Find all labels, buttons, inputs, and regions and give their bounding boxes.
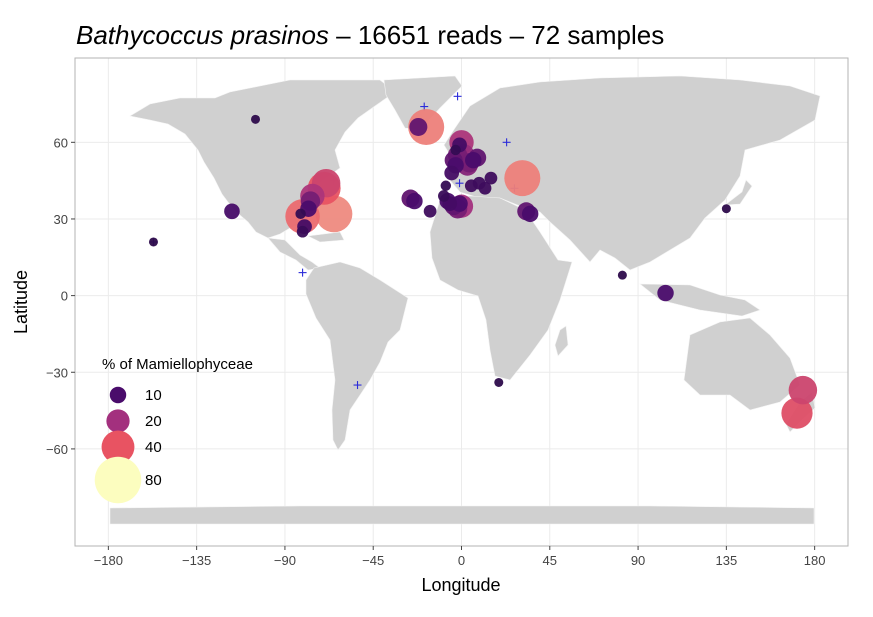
legend: % of Mamiellophyceae 10 20 40 80 [94,356,253,504]
absent-marker [502,138,511,147]
y-axis-title: Latitude [11,270,31,334]
land-south-america [305,261,409,451]
legend-key [101,430,135,464]
legend-items: 10 20 40 80 [94,386,162,504]
absent-marker [453,92,462,101]
world-map [109,75,821,525]
data-point [250,114,261,124]
x-tick-label: −135 [182,553,211,568]
y-tick-label: 60 [54,135,68,150]
data-point [657,284,674,302]
chart-title-species: Bathycoccus prasinos [76,20,329,50]
legend-label: 40 [145,439,162,456]
land-antarctica [109,505,815,525]
data-point [148,237,158,247]
land-madagascar [554,325,569,357]
data-point [296,225,309,238]
data-point [409,117,428,136]
legend-key [94,456,142,504]
x-tick-label: −45 [362,553,384,568]
x-tick-label: 90 [631,553,645,568]
data-point [494,377,504,387]
x-tick-label: −90 [274,553,296,568]
data-point [224,203,240,220]
x-axis-title: Longitude [421,575,500,595]
data-point [423,204,437,218]
data-point [406,192,423,210]
data-point [440,180,452,191]
data-point [617,270,627,280]
data-point [781,397,813,429]
legend-label: 20 [145,413,162,430]
land-cuba [306,231,345,243]
x-axis-ticks: −180 −135 −90 −45 0 45 90 135 180 [94,546,826,568]
data-points [148,108,818,429]
data-point [521,205,539,223]
data-point [721,204,731,214]
x-tick-label: 45 [543,553,557,568]
absent-marker [353,381,362,390]
chart-title-rest: – 16651 reads – 72 samples [329,20,664,50]
data-point [444,165,460,181]
data-point [504,160,541,197]
x-tick-label: 0 [458,553,465,568]
legend-key [106,409,130,433]
x-tick-label: −180 [94,553,123,568]
legend-label: 10 [145,387,162,404]
data-point [484,171,498,185]
data-point [450,144,461,156]
legend-label: 80 [145,472,162,489]
x-tick-label: 135 [716,553,738,568]
y-tick-label: −60 [46,442,68,457]
data-point [295,208,306,220]
y-tick-label: −30 [46,365,68,380]
legend-title: % of Mamiellophyceae [102,356,253,373]
data-point [465,151,482,169]
absent-marker [455,179,464,188]
legend-key [109,386,127,404]
absent-marker [298,268,307,277]
x-tick-label: 180 [804,553,826,568]
chart-title: Bathycoccus prasinos – 16651 reads – 72 … [76,20,664,50]
y-axis-ticks: −60 −30 0 30 60 [46,135,75,457]
data-point [438,190,450,202]
y-tick-label: 0 [61,289,68,304]
data-point [478,181,492,195]
data-point [788,375,818,405]
land-australia [683,317,801,411]
land-japan [724,179,753,206]
y-tick-label: 30 [54,212,68,227]
